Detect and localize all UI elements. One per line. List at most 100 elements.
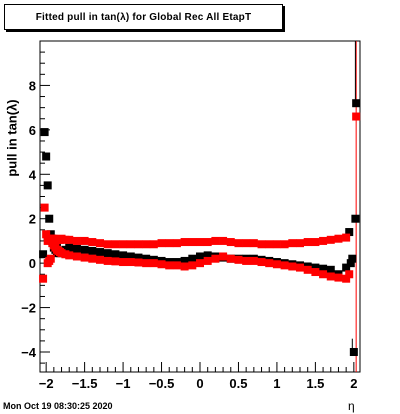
data-point [352,112,361,121]
data-point [65,251,74,260]
data-point [46,254,55,263]
data-point [80,236,89,245]
data-point [272,260,281,269]
data-point [103,240,112,249]
data-point [180,238,189,247]
x-tick-label: 0.5 [229,376,247,391]
data-point [345,270,354,279]
x-tick-label: 0 [196,376,203,391]
y-tick-label: −4 [21,345,37,360]
data-point [96,248,104,257]
x-axis-label: η [348,399,355,413]
data-point [319,270,328,279]
data-point [211,236,220,245]
y-tick-label: 0 [29,256,36,271]
data-point [219,236,228,245]
data-point [288,262,297,271]
data-point [126,252,135,261]
data-point [303,265,312,274]
data-point [257,258,266,267]
data-point [45,214,54,223]
x-tick-label: −0.5 [149,376,175,391]
data-point [296,263,304,272]
data-point [43,181,52,190]
data-point [96,239,104,248]
data-point [111,257,120,266]
axes: −2 −1.5 −1 −0.5 0 0.5 1 1.5 2 −4 −2 0 2 4 6 8 [21,51,357,391]
x-tick-label: 1.5 [306,376,324,391]
data-point [72,244,81,253]
data-point [234,255,243,264]
data-point [242,256,251,265]
data-point [80,245,89,254]
data-point [319,264,328,273]
data-point [142,240,151,249]
data-marks [39,99,361,357]
data-point [180,262,189,271]
data-point [157,260,166,269]
data-point [88,238,97,247]
data-point [88,246,97,255]
y-axis-label-box: pull in tan(λ) [2,98,22,178]
data-point [72,252,81,261]
data-point [203,251,212,260]
data-point [242,239,251,248]
data-point [65,235,74,244]
data-point [326,265,335,274]
data-point [188,238,197,247]
data-point [342,233,351,242]
data-point [172,239,181,248]
data-point [157,239,166,248]
data-point [334,234,343,243]
data-point [349,348,358,357]
data-point [134,258,143,267]
data-point [345,228,354,237]
data-point [72,236,81,245]
data-point [352,99,361,108]
data-point [234,239,243,248]
data-point [348,254,357,263]
data-point [142,259,151,268]
chart-title-box: Fitted pull in tan(λ) for Global Rec All… [4,4,283,30]
y-tick-label: 4 [29,167,37,182]
data-point [149,259,158,268]
x-tick-label: 2 [350,376,357,391]
data-point [126,240,135,249]
x-tick-label: 1 [273,376,280,391]
data-point [219,252,228,261]
data-point [351,214,360,223]
data-point [165,261,174,270]
data-point [311,263,320,272]
data-point [65,243,74,252]
data-point [326,272,335,281]
data-point [111,240,120,249]
data-point [180,256,189,265]
data-point [103,256,112,265]
data-point [211,254,220,263]
data-point [149,240,158,249]
data-point [165,239,174,248]
data-point [334,273,343,282]
data-point [311,238,320,247]
data-point [296,239,304,248]
data-point [303,238,312,247]
data-point [342,274,351,283]
data-point [257,240,266,249]
data-point [119,258,128,267]
data-point [203,238,212,247]
data-point [40,128,49,137]
data-point [39,274,48,283]
data-point [326,235,335,244]
x-tick-label: −1.5 [72,376,98,391]
x-tick-label: −2 [39,376,54,391]
data-point [249,256,258,265]
data-point [196,259,204,268]
data-point [134,253,143,262]
data-point [103,249,112,258]
data-point [188,254,197,263]
data-point [42,230,51,239]
data-point [126,258,135,267]
y-axis-label: pull in tan(λ) [4,99,20,177]
data-point [42,152,51,161]
